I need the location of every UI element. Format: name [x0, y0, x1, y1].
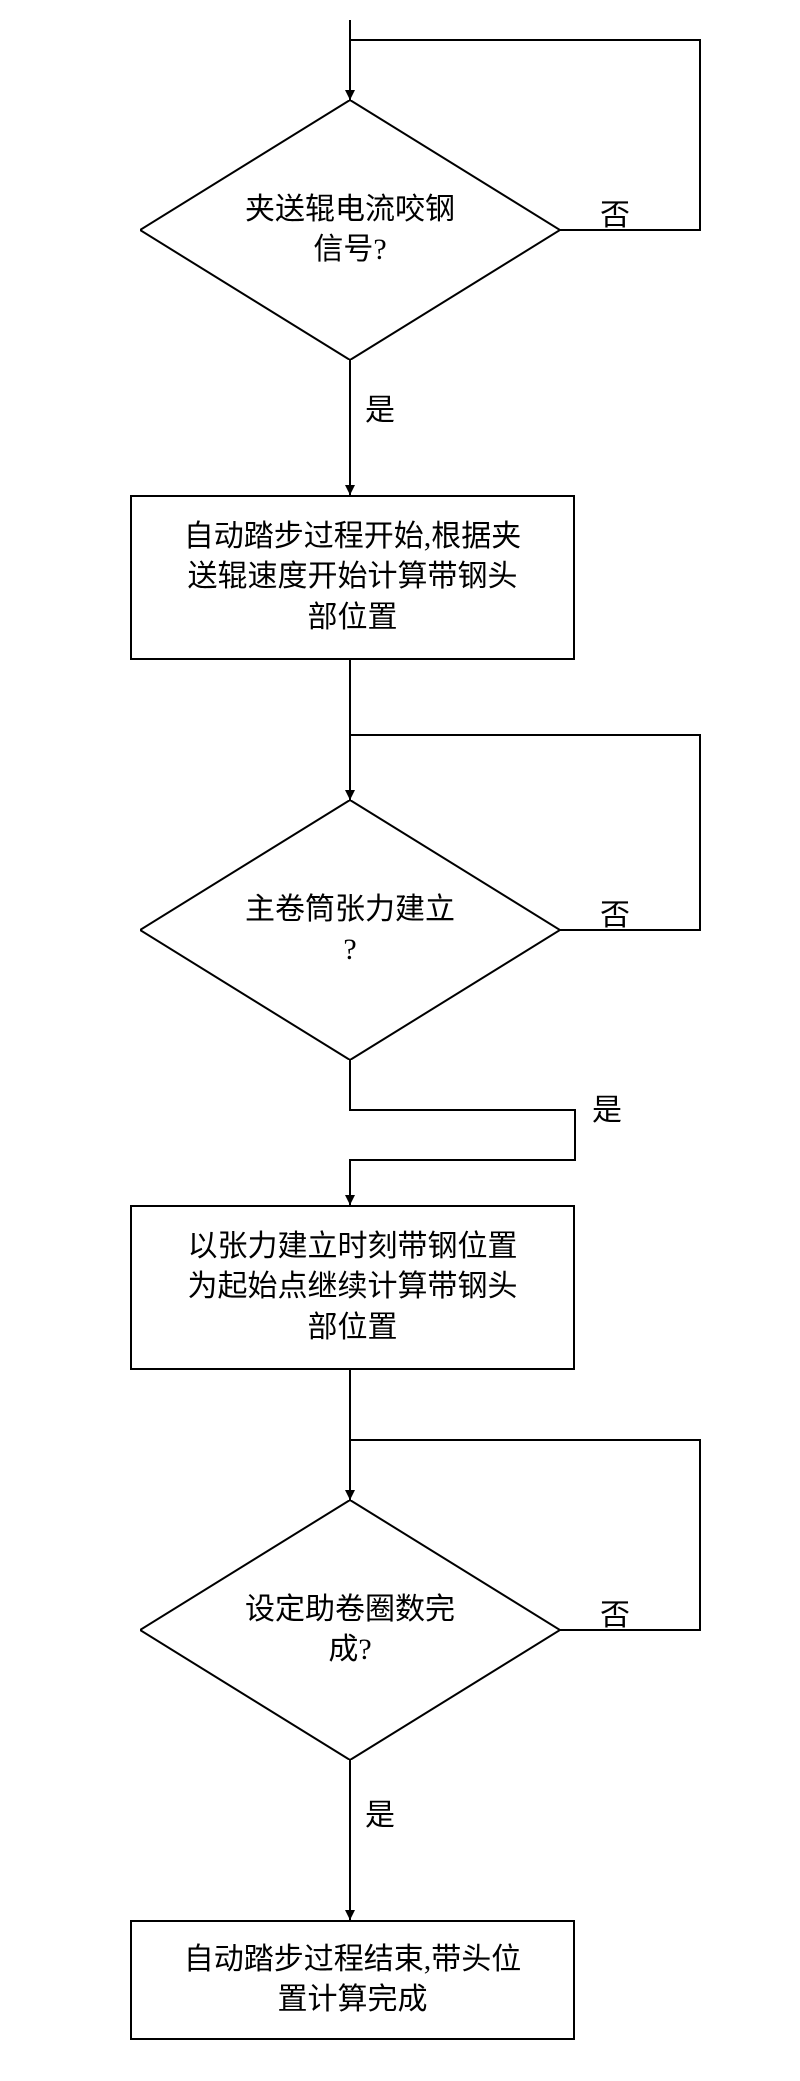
label-d3_yes: 是: [365, 1790, 395, 1834]
label-d1_no: 否: [600, 190, 630, 234]
edge-d2_yes: [350, 1060, 575, 1205]
decision-text-d2: 主卷筒张力建立?: [140, 800, 560, 1060]
process-p3: 自动踏步过程结束,带头位置计算完成: [130, 1920, 575, 2040]
label-d1_yes: 是: [365, 385, 395, 429]
process-p1: 自动踏步过程开始,根据夹送辊速度开始计算带钢头部位置: [130, 495, 575, 660]
decision-text-d1: 夹送辊电流咬钢信号?: [140, 100, 560, 360]
label-d2_yes: 是: [592, 1085, 622, 1129]
decision-text-d3: 设定助卷圈数完成?: [140, 1500, 560, 1760]
label-d2_no: 否: [600, 890, 630, 934]
decision-d1: 夹送辊电流咬钢信号?: [140, 100, 560, 360]
decision-d2: 主卷筒张力建立?: [140, 800, 560, 1060]
label-d3_no: 否: [600, 1590, 630, 1634]
decision-d3: 设定助卷圈数完成?: [140, 1500, 560, 1760]
process-p2: 以张力建立时刻带钢位置为起始点继续计算带钢头部位置: [130, 1205, 575, 1370]
